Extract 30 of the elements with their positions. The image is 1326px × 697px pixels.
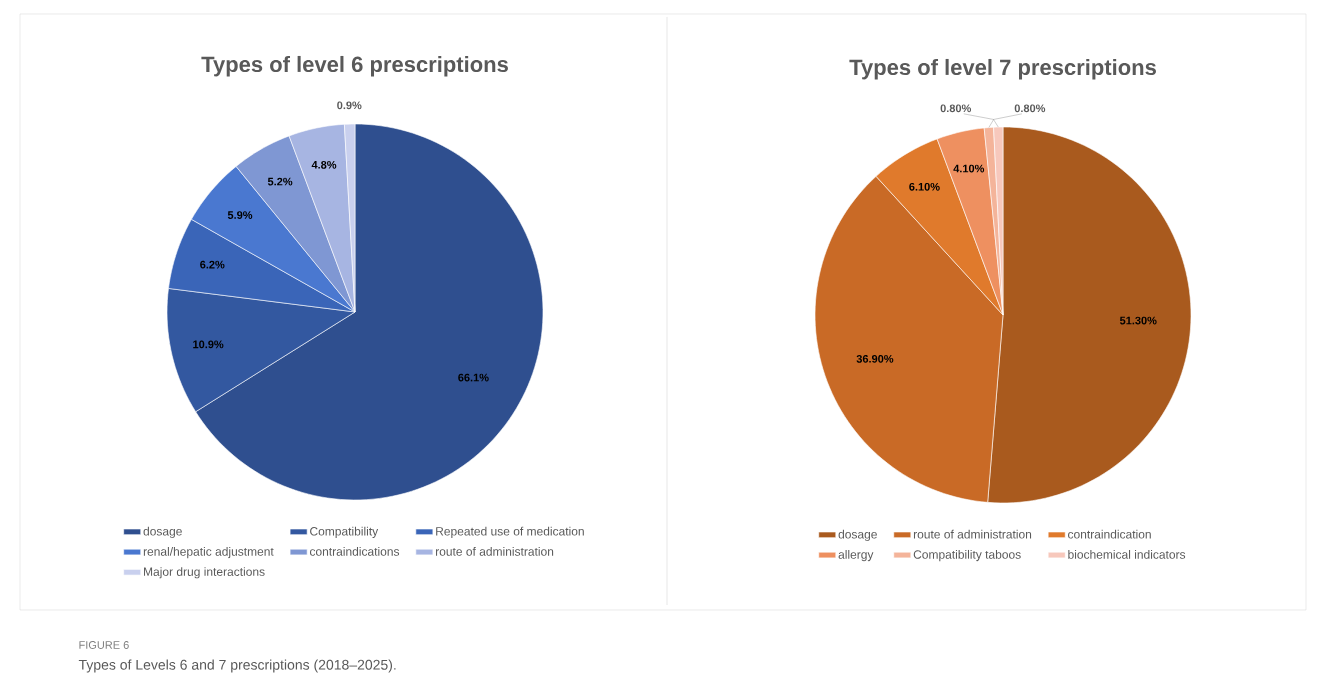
legend-label: route of administration bbox=[913, 529, 1032, 539]
data-label: 6.2% bbox=[200, 260, 225, 269]
legend-label: Major drug interactions bbox=[144, 567, 265, 579]
legend-label: allergy bbox=[838, 549, 874, 562]
legend-label: contraindication bbox=[1068, 529, 1151, 539]
data-label: 0.80% bbox=[1014, 104, 1046, 113]
data-label: 5.2% bbox=[267, 177, 293, 186]
data-label: 10.9% bbox=[193, 340, 224, 349]
legend-label: dosage bbox=[143, 526, 182, 538]
data-label: 4.8% bbox=[311, 160, 337, 169]
data-label: 5.9% bbox=[227, 211, 253, 219]
data-label: 4.10% bbox=[953, 164, 985, 173]
legend-label: biochemical indicators bbox=[1068, 549, 1186, 559]
caption: FIGURE 6 bbox=[79, 641, 129, 649]
legend-label: Compatibility taboos bbox=[913, 549, 1021, 562]
text: Types of Levels 6 and 7 prescriptions (2018–2025). bbox=[78, 659, 396, 673]
data-label: 6.10% bbox=[909, 182, 940, 191]
legend-label: route of administration bbox=[435, 546, 554, 556]
data-label: 36.90% bbox=[856, 354, 894, 363]
data-label: 0.9% bbox=[337, 101, 362, 110]
legend-label: Compatibility bbox=[310, 526, 379, 538]
data-label: 51.30% bbox=[1119, 316, 1157, 325]
data-label: 0.80% bbox=[940, 104, 972, 113]
legend-label: Repeated use of medication bbox=[436, 526, 584, 538]
chart-title: Types of level 7 prescriptions bbox=[849, 58, 1156, 80]
legend-label: renal/hepatic adjustment bbox=[143, 546, 274, 559]
legend-label: dosage bbox=[838, 529, 877, 541]
data-label: 66.1% bbox=[458, 373, 489, 382]
legend-label: contraindications bbox=[309, 546, 400, 556]
chart-title: Types of level 6 prescriptions bbox=[201, 55, 508, 77]
